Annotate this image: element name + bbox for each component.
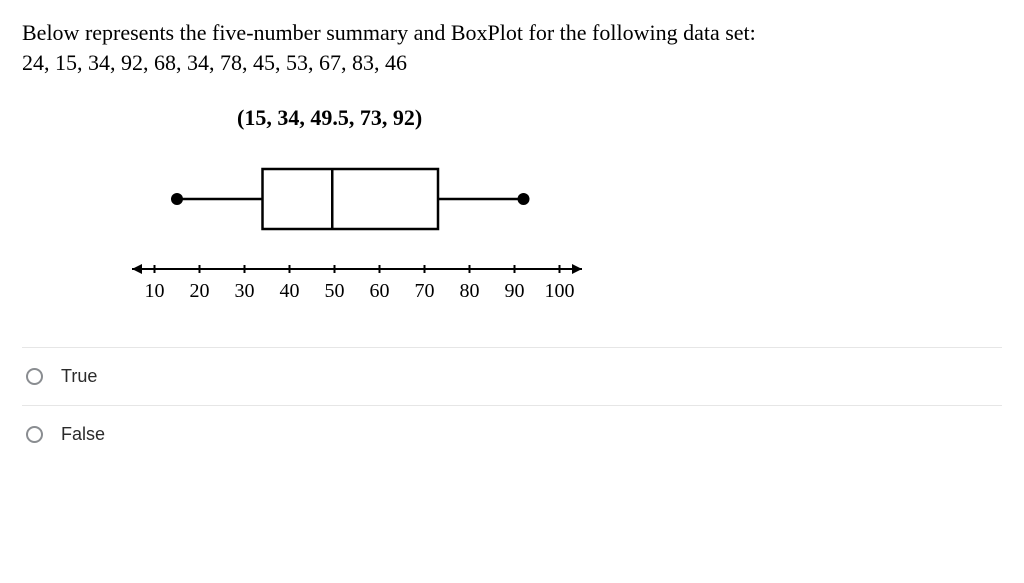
boxplot-chart: 10 20 30 40 50 60 70 80 90 100: [122, 151, 592, 311]
question-line1: Below represents the five-number summary…: [22, 20, 756, 45]
question-line2: 24, 15, 34, 92, 68, 34, 78, 45, 53, 67, …: [22, 50, 407, 75]
svg-text:100: 100: [545, 280, 575, 302]
svg-text:50: 50: [325, 280, 345, 302]
svg-text:10: 10: [145, 280, 165, 302]
question-text: Below represents the five-number summary…: [22, 18, 1002, 77]
boxplot-container: 10 20 30 40 50 60 70 80 90 100: [122, 151, 1002, 317]
answer-option-false[interactable]: False: [22, 406, 1002, 463]
answer-label: True: [61, 366, 97, 387]
svg-text:90: 90: [505, 280, 525, 302]
answer-list: True False: [22, 347, 1002, 463]
answer-option-true[interactable]: True: [22, 348, 1002, 406]
svg-text:40: 40: [280, 280, 300, 302]
five-number-summary: (15, 34, 49.5, 73, 92): [237, 105, 1002, 131]
svg-text:60: 60: [370, 280, 390, 302]
radio-icon: [26, 426, 43, 443]
radio-icon: [26, 368, 43, 385]
answer-label: False: [61, 424, 105, 445]
svg-text:70: 70: [415, 280, 435, 302]
svg-text:30: 30: [235, 280, 255, 302]
svg-text:20: 20: [190, 280, 210, 302]
svg-text:80: 80: [460, 280, 480, 302]
